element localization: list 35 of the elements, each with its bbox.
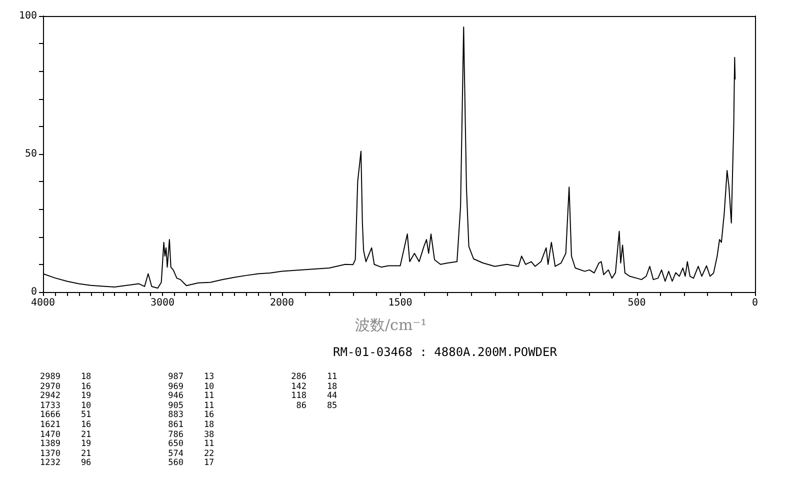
x-tick-label: 3000 [150,298,175,308]
y-tick-label: 100 [18,10,37,22]
text: 861 18 [167,420,214,430]
text: 118 44 [290,391,338,402]
y-tick-label: 50 [24,148,37,160]
text: 1733 10 [40,400,92,411]
x-tick-label: 1500 [388,298,412,308]
text: 1666 51 [40,410,92,420]
text: 560 17 [167,458,214,468]
text: 650 11 [167,439,214,450]
x-tick-label: 500 [628,298,646,308]
text: 1621 16 [40,420,92,430]
x-axis-title: 波数/cm⁻¹ [355,316,427,335]
text: 574 22 [167,448,214,459]
text: 1370 21 [40,448,92,459]
x-tick-label: 4000 [30,298,56,308]
x-tick-label: 0 [752,298,758,308]
text: 969 10 [167,382,214,392]
y-tick-label: 0 [30,286,37,298]
text: 1389 19 [40,439,92,450]
text: RM-01-03468 : 4880A.200M.POWDER [333,345,557,359]
text: 883 16 [167,410,214,420]
text: 1232 96 [40,458,92,468]
text: 1470 21 [40,430,92,440]
x-tick-label: 2000 [270,298,294,308]
text: 2942 19 [40,391,92,402]
text: 946 11 [167,391,214,402]
text: 2989 18 [40,372,92,382]
text: 905 11 [167,400,214,411]
text: 786 38 [167,430,214,440]
text: 142 18 [290,382,338,392]
text: 2970 16 [40,382,92,392]
text: 286 11 [290,372,338,382]
text: 987 13 [167,372,214,382]
text: 86 85 [295,400,338,411]
